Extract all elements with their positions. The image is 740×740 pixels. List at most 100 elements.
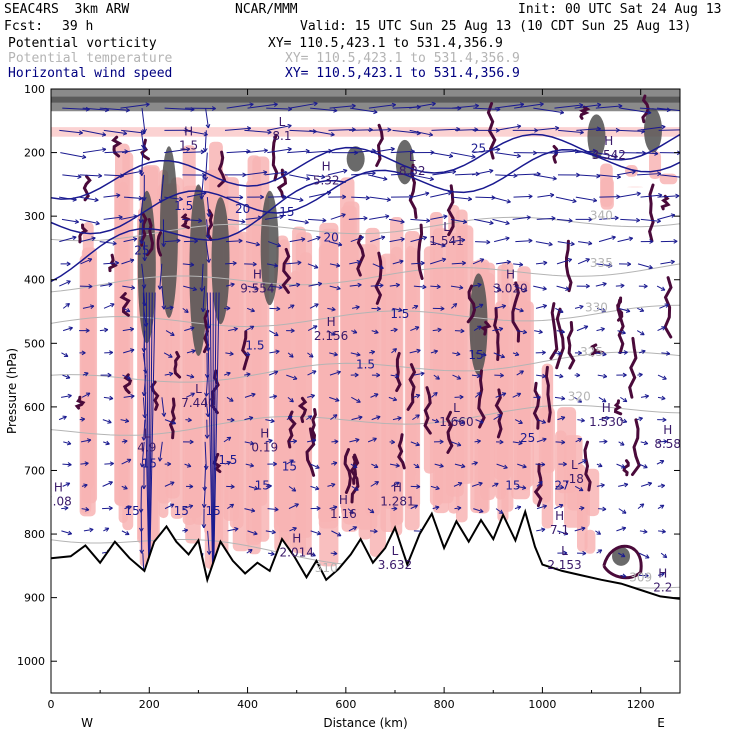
- wind-arrowhead: [579, 129, 584, 135]
- wind-vector: [554, 396, 565, 400]
- wind-vector: [226, 150, 251, 154]
- wind-arrowhead: [187, 417, 192, 423]
- wind-arrowhead: [415, 414, 420, 419]
- wind-vector: [537, 419, 546, 424]
- theta-label: 335: [590, 256, 613, 270]
- wind-arrowhead: [289, 459, 294, 464]
- wind-arrowhead: [170, 481, 175, 486]
- wind-arrowhead: [178, 196, 183, 202]
- wind-vector: [472, 258, 484, 265]
- wind-vector: [103, 129, 127, 135]
- wind-arrowhead: [376, 372, 381, 378]
- wind-vector: [575, 438, 582, 443]
- wind-vector: [475, 352, 487, 356]
- wind-arrowhead: [505, 236, 510, 241]
- wind-vector: [79, 174, 102, 177]
- wind-vector: [204, 130, 207, 152]
- wind-vector: [452, 196, 472, 200]
- wind-arrowhead: [461, 463, 466, 469]
- wind-vector: [309, 303, 319, 309]
- wind-vector: [140, 130, 145, 149]
- wind-arrowhead: [373, 109, 378, 115]
- wind-vector: [368, 129, 392, 131]
- wind-vector: [495, 508, 504, 514]
- wind-vector: [266, 107, 292, 110]
- wind-vector: [310, 530, 321, 535]
- wind-arrowhead: [496, 147, 501, 152]
- wind-arrowhead: [199, 287, 205, 292]
- wind-vector: [619, 419, 628, 423]
- wind-vector: [660, 552, 668, 558]
- wind-vector: [288, 485, 297, 492]
- wind-vector: [555, 485, 564, 489]
- wind-arrowhead: [72, 197, 77, 202]
- pv-contour: [583, 440, 592, 492]
- wind-vector: [329, 105, 356, 109]
- wind-arrowhead: [226, 460, 232, 466]
- wind-label: 1.5: [245, 339, 264, 353]
- wind-vector: [639, 530, 648, 533]
- wind-arrowhead: [130, 348, 135, 353]
- wind-arrowhead: [568, 218, 573, 223]
- wind-vector: [206, 219, 209, 239]
- pv-shade-band: [654, 176, 667, 177]
- wind-vector: [164, 107, 195, 111]
- wind-vector: [103, 396, 114, 400]
- wind-arrowhead: [585, 283, 590, 289]
- wind-arrowhead: [114, 260, 120, 266]
- wind-arrowhead: [226, 305, 231, 311]
- wind-arrowhead: [103, 327, 109, 333]
- wind-arrowhead: [283, 170, 288, 175]
- wind-arrowhead: [355, 437, 360, 443]
- wind-vector: [248, 485, 259, 490]
- wind-vector: [595, 352, 607, 355]
- extremum-value: 7.08: [45, 494, 72, 508]
- pv-contour: [395, 351, 402, 393]
- wind-vector: [205, 397, 209, 417]
- wind-arrowhead: [310, 393, 316, 399]
- x-tick-label: 200: [139, 698, 160, 711]
- wind-vector: [491, 196, 511, 203]
- wind-vector: [578, 459, 587, 465]
- wind-arrowhead: [248, 548, 253, 554]
- wind-arrowhead: [505, 220, 510, 226]
- wind-arrowhead: [84, 372, 89, 377]
- wind-arrowhead: [352, 329, 358, 334]
- wind-vector: [431, 419, 439, 423]
- wind-vector: [574, 527, 586, 532]
- wind-vector: [182, 307, 189, 313]
- wind-arrowhead: [644, 573, 649, 578]
- wind-arrowhead: [456, 442, 462, 447]
- wind-arrowhead: [639, 503, 645, 508]
- pv-shade-band: [82, 222, 94, 490]
- wind-arrowhead: [341, 213, 346, 218]
- wind-arrowhead: [161, 412, 167, 417]
- wind-arrowhead: [541, 350, 546, 355]
- y-tick-label: 100: [24, 83, 45, 96]
- wind-vector: [289, 527, 297, 532]
- wind-arrowhead: [336, 532, 342, 537]
- wind-vector: [495, 392, 507, 398]
- wind-arrowhead: [291, 487, 297, 492]
- wind-vector: [473, 148, 501, 154]
- wind-vector: [306, 439, 317, 443]
- pv-contour: [74, 395, 86, 410]
- wind-arrowhead: [661, 326, 666, 331]
- wind-vector: [536, 528, 546, 532]
- wind-vector: [79, 196, 99, 201]
- wind-vector: [661, 352, 670, 355]
- wind-vector: [82, 129, 106, 136]
- wind-arrowhead: [189, 439, 194, 445]
- y-axis-label: Pressure (hPa): [5, 348, 19, 434]
- pv-contour: [305, 427, 316, 477]
- wind-vector: [225, 262, 237, 265]
- wind-vector: [658, 530, 666, 533]
- wind-arrowhead: [101, 147, 107, 152]
- wind-arrowhead: [503, 464, 508, 470]
- wind-vector: [556, 258, 572, 265]
- wind-arrowhead: [118, 215, 123, 220]
- wind-vector: [164, 148, 190, 154]
- wind-vector: [455, 129, 479, 131]
- wind-vector: [306, 174, 326, 178]
- wind-vector: [306, 415, 313, 421]
